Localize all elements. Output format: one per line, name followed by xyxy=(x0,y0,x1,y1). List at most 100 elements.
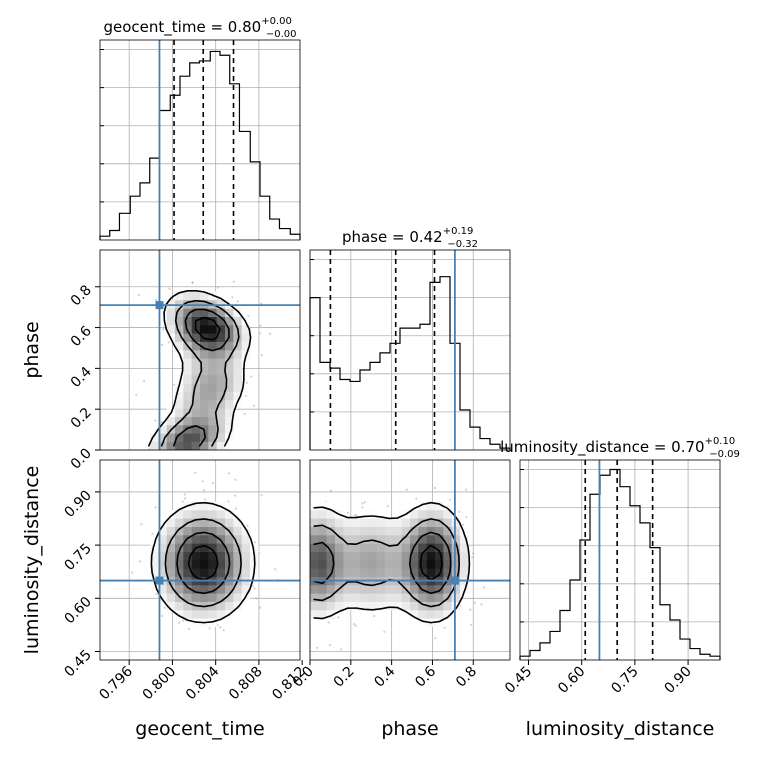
panel-frame xyxy=(99,459,301,661)
density-cell xyxy=(225,568,234,577)
density-cell xyxy=(435,551,444,561)
density-cell xyxy=(191,568,201,577)
density-cell xyxy=(166,585,176,594)
density-cell xyxy=(318,543,327,552)
title-median: geocent_time = 0.80 xyxy=(104,18,262,37)
density-cell xyxy=(175,425,184,434)
scatter-point xyxy=(339,648,343,651)
density-cell xyxy=(435,501,444,511)
density-cell xyxy=(166,308,176,317)
scatter-point xyxy=(247,314,250,317)
density-cell xyxy=(200,543,209,552)
density-cell xyxy=(426,543,436,552)
scatter-point xyxy=(151,532,154,535)
density-cell xyxy=(225,308,234,317)
density-cell xyxy=(443,526,452,536)
density-cell xyxy=(208,568,217,577)
density-cell xyxy=(183,441,192,451)
density-cell xyxy=(318,560,327,569)
density-cell xyxy=(393,543,402,552)
density-cell xyxy=(426,526,436,536)
density-cell xyxy=(451,560,461,569)
density-cell xyxy=(241,341,251,351)
density-cell xyxy=(175,441,184,451)
density-cell xyxy=(175,601,184,611)
density-cell xyxy=(191,333,201,342)
density-cell xyxy=(200,535,209,544)
density-cell xyxy=(351,585,361,594)
density-cell xyxy=(216,366,226,376)
title-plus: +0.10 xyxy=(705,436,736,447)
density-cell xyxy=(191,366,201,376)
density-cell xyxy=(426,510,436,519)
density-cell xyxy=(233,341,242,351)
tick-label-y-luminosity_distance: 0.45 xyxy=(61,647,94,680)
density-cell xyxy=(460,551,469,561)
density-cell xyxy=(166,316,176,326)
density-cell xyxy=(426,585,436,594)
density-cell xyxy=(200,560,209,569)
density-cell xyxy=(233,358,242,367)
density-cell xyxy=(376,601,386,611)
density-cell xyxy=(310,526,319,536)
density-cell xyxy=(166,518,176,527)
density-cell xyxy=(376,593,386,602)
hist-panel-phase: phase = 0.42+0.19 −0.32 xyxy=(309,226,511,451)
density-cell xyxy=(225,400,234,409)
density-cell xyxy=(443,568,452,577)
scatter-point xyxy=(217,286,220,289)
density-cell xyxy=(410,518,419,527)
density-cell xyxy=(191,308,201,317)
density-cell xyxy=(310,610,319,619)
density-cell xyxy=(191,535,201,544)
density-cell xyxy=(241,526,251,536)
scatter-point xyxy=(201,480,204,483)
scatter-point xyxy=(346,511,349,514)
density-cell xyxy=(343,535,352,544)
density-cell xyxy=(393,560,402,569)
density-cell xyxy=(410,585,419,594)
density-cell xyxy=(200,518,209,527)
scatter-point xyxy=(154,506,157,509)
density-cell xyxy=(208,433,217,442)
density-cell xyxy=(460,568,469,577)
scatter-point xyxy=(260,494,263,497)
density-cell xyxy=(150,433,159,442)
contour-line xyxy=(313,501,471,624)
density-cell xyxy=(175,585,184,594)
density-cell xyxy=(343,585,352,594)
density-cell xyxy=(418,518,427,527)
density-cell xyxy=(183,400,192,409)
density-cell xyxy=(233,391,242,401)
density-cell xyxy=(310,543,319,552)
density-cell xyxy=(393,585,402,594)
density-cell xyxy=(326,518,336,527)
density-cell xyxy=(191,425,201,434)
scatter-point xyxy=(327,621,330,624)
density-cell xyxy=(208,383,217,392)
scatter-point xyxy=(252,404,256,407)
density-cell xyxy=(166,526,176,536)
density-cell xyxy=(318,593,327,602)
tick-label-x-luminosity_distance: 0.90 xyxy=(662,664,695,697)
density-cell xyxy=(225,543,234,552)
density-cell xyxy=(360,510,369,519)
scatter-panel-geocent_time-luminosity_distance xyxy=(99,459,301,661)
scatter-point xyxy=(260,353,263,357)
density-cell xyxy=(435,535,444,544)
scatter-point xyxy=(361,502,364,505)
tick-label-x-geocent_time: 0.808 xyxy=(226,664,266,704)
title-median: luminosity_distance = 0.70 xyxy=(500,438,704,457)
density-cell xyxy=(451,535,461,544)
density-cell xyxy=(310,560,319,569)
density-cell xyxy=(241,358,251,367)
density-cell xyxy=(360,560,369,569)
density-cell xyxy=(183,568,192,577)
density-cell xyxy=(191,585,201,594)
density-cell xyxy=(175,291,184,301)
panel-frame xyxy=(99,39,301,241)
truth-marker xyxy=(155,301,164,310)
tick-label-y-phase: 0.2 xyxy=(68,405,95,432)
density-cell xyxy=(216,325,226,334)
scatter-point xyxy=(462,523,465,526)
